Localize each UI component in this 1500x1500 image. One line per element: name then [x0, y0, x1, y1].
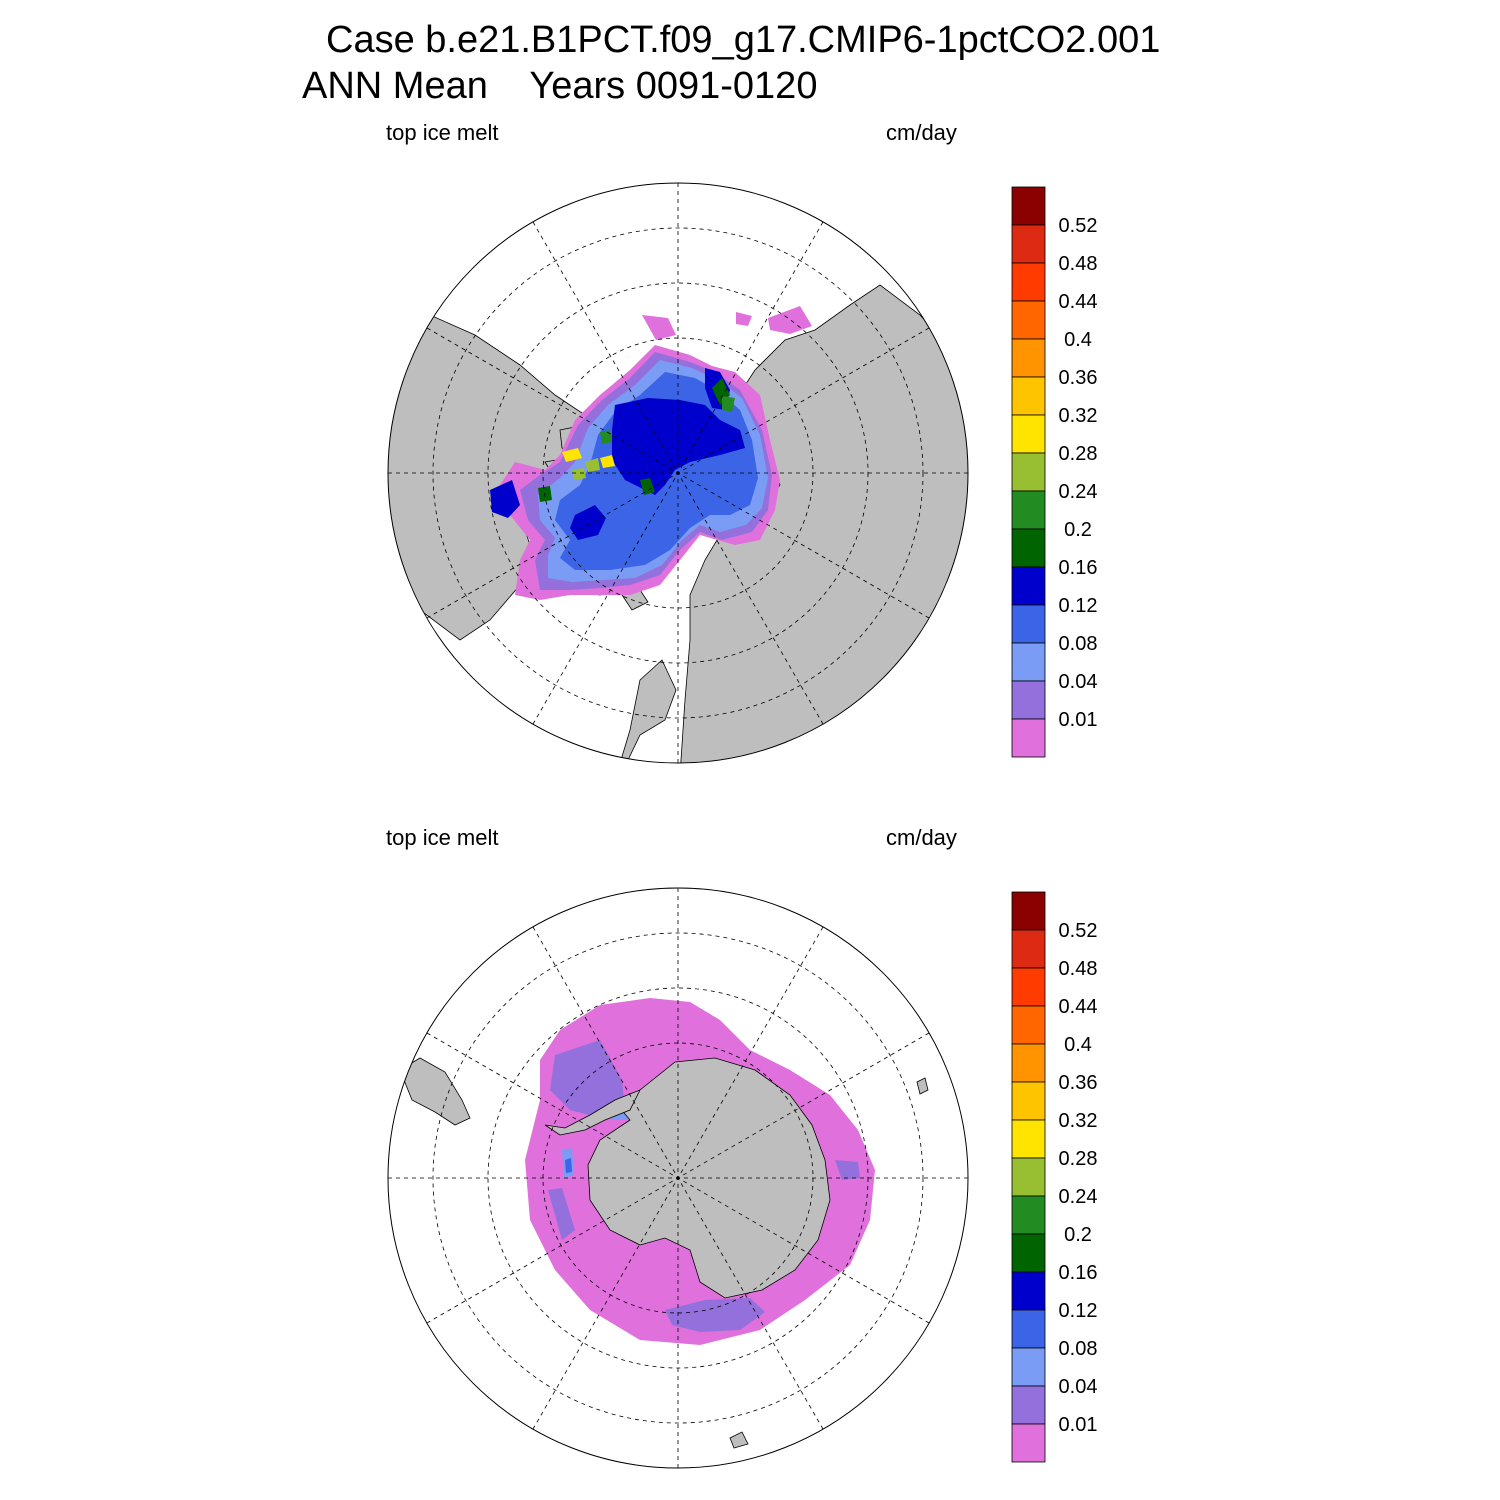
south-colorbar-swatch — [1011, 1119, 1046, 1159]
north-colorbar-swatch — [1011, 642, 1046, 682]
north-colorbar-label: 0.08 — [1059, 633, 1098, 655]
south-colorbar-label: 0.36 — [1059, 1072, 1098, 1094]
south-colorbar-swatch — [1011, 929, 1046, 969]
figure-title-period: ANN Mean Years 0091-0120 — [302, 65, 818, 107]
north-map-border — [387, 182, 969, 764]
north-polar-map — [387, 182, 969, 764]
north-graticule — [388, 183, 968, 763]
south-colorbar-label: 0.44 — [1059, 996, 1098, 1018]
south-colorbar-swatch — [1011, 891, 1046, 931]
north-ice-melt-field — [490, 306, 812, 600]
north-colorbar-swatch — [1011, 718, 1046, 758]
north-colorbar-swatch — [1011, 262, 1046, 302]
north-variable-label: top ice melt — [386, 120, 499, 145]
north-colorbar-label: 0.04 — [1059, 671, 1098, 693]
north-colorbar-label: 0.24 — [1059, 481, 1098, 503]
south-colorbar-swatch — [1011, 1043, 1046, 1083]
south-colorbar-swatch — [1011, 1309, 1046, 1349]
north-colorbar-swatch — [1011, 414, 1046, 454]
south-colorbar-label: 0.12 — [1059, 1300, 1098, 1322]
north-colorbar-swatch — [1011, 376, 1046, 416]
north-colorbar-swatch — [1011, 338, 1046, 378]
south-colorbar-label: 0.08 — [1059, 1338, 1098, 1360]
north-colorbar-label: 0.2 — [1064, 519, 1092, 541]
north-colorbar-swatch — [1011, 490, 1046, 530]
north-colorbar-label: 0.44 — [1059, 291, 1098, 313]
south-colorbar-label: 0.01 — [1059, 1414, 1098, 1436]
north-units-label: cm/day — [886, 120, 957, 145]
south-colorbar-swatch — [1011, 1423, 1046, 1463]
north-colorbar-swatch — [1011, 186, 1046, 226]
south-colorbar-swatch — [1011, 1081, 1046, 1121]
north-colorbar-swatch — [1011, 604, 1046, 644]
north-colorbar-label: 0.32 — [1059, 405, 1098, 427]
north-colorbar-label: 0.36 — [1059, 367, 1098, 389]
south-colorbar-swatch — [1011, 1385, 1046, 1425]
north-colorbar-swatch — [1011, 566, 1046, 606]
north-colorbar-swatch — [1011, 224, 1046, 264]
figure-title-case: Case b.e21.B1PCT.f09_g17.CMIP6-1pctCO2.0… — [326, 19, 1161, 61]
north-colorbar-swatch — [1011, 680, 1046, 720]
south-colorbar-label: 0.28 — [1059, 1148, 1098, 1170]
north-colorbar-label: 0.28 — [1059, 443, 1098, 465]
south-colorbar-swatch — [1011, 1347, 1046, 1387]
south-colorbar-swatch — [1011, 1271, 1046, 1311]
south-colorbar-swatch — [1011, 967, 1046, 1007]
north-colorbar-label: 0.16 — [1059, 557, 1098, 579]
south-colorbar-label: 0.4 — [1064, 1034, 1092, 1056]
south-variable-label: top ice melt — [386, 825, 499, 850]
north-colorbar-swatch — [1011, 300, 1046, 340]
colorbar-north: 0.52 0.48 0.44 0.4 0.36 0.32 0.28 0.24 0.2 0.16 0.… — [1011, 186, 1098, 758]
north-colorbar-label: 0.4 — [1064, 329, 1092, 351]
north-colorbar-label: 0.01 — [1059, 709, 1098, 731]
south-colorbar-label: 0.32 — [1059, 1110, 1098, 1132]
south-colorbar-swatch — [1011, 1157, 1046, 1197]
south-colorbar-label: 0.24 — [1059, 1186, 1098, 1208]
south-colorbar-label: 0.16 — [1059, 1262, 1098, 1284]
south-colorbar-swatch — [1011, 1233, 1046, 1273]
south-polar-map — [387, 887, 969, 1469]
south-colorbar-label: 0.52 — [1059, 920, 1098, 942]
south-colorbar-label: 0.48 — [1059, 958, 1098, 980]
south-colorbar-swatch — [1011, 1005, 1046, 1045]
north-colorbar-label: 0.48 — [1059, 253, 1098, 275]
colorbar-south: 0.52 0.48 0.44 0.4 0.36 0.32 0.28 0.24 0.2 0.16 0.… — [1011, 891, 1098, 1463]
south-map-border — [387, 887, 969, 1469]
north-colorbar-label: 0.52 — [1059, 215, 1098, 237]
south-graticule — [388, 888, 968, 1468]
north-colorbar-swatch — [1011, 528, 1046, 568]
north-colorbar-swatch — [1011, 452, 1046, 492]
south-colorbar-swatch — [1011, 1195, 1046, 1235]
south-colorbar-label: 0.2 — [1064, 1224, 1092, 1246]
south-colorbar-label: 0.04 — [1059, 1376, 1098, 1398]
south-units-label: cm/day — [886, 825, 957, 850]
north-colorbar-label: 0.12 — [1059, 595, 1098, 617]
